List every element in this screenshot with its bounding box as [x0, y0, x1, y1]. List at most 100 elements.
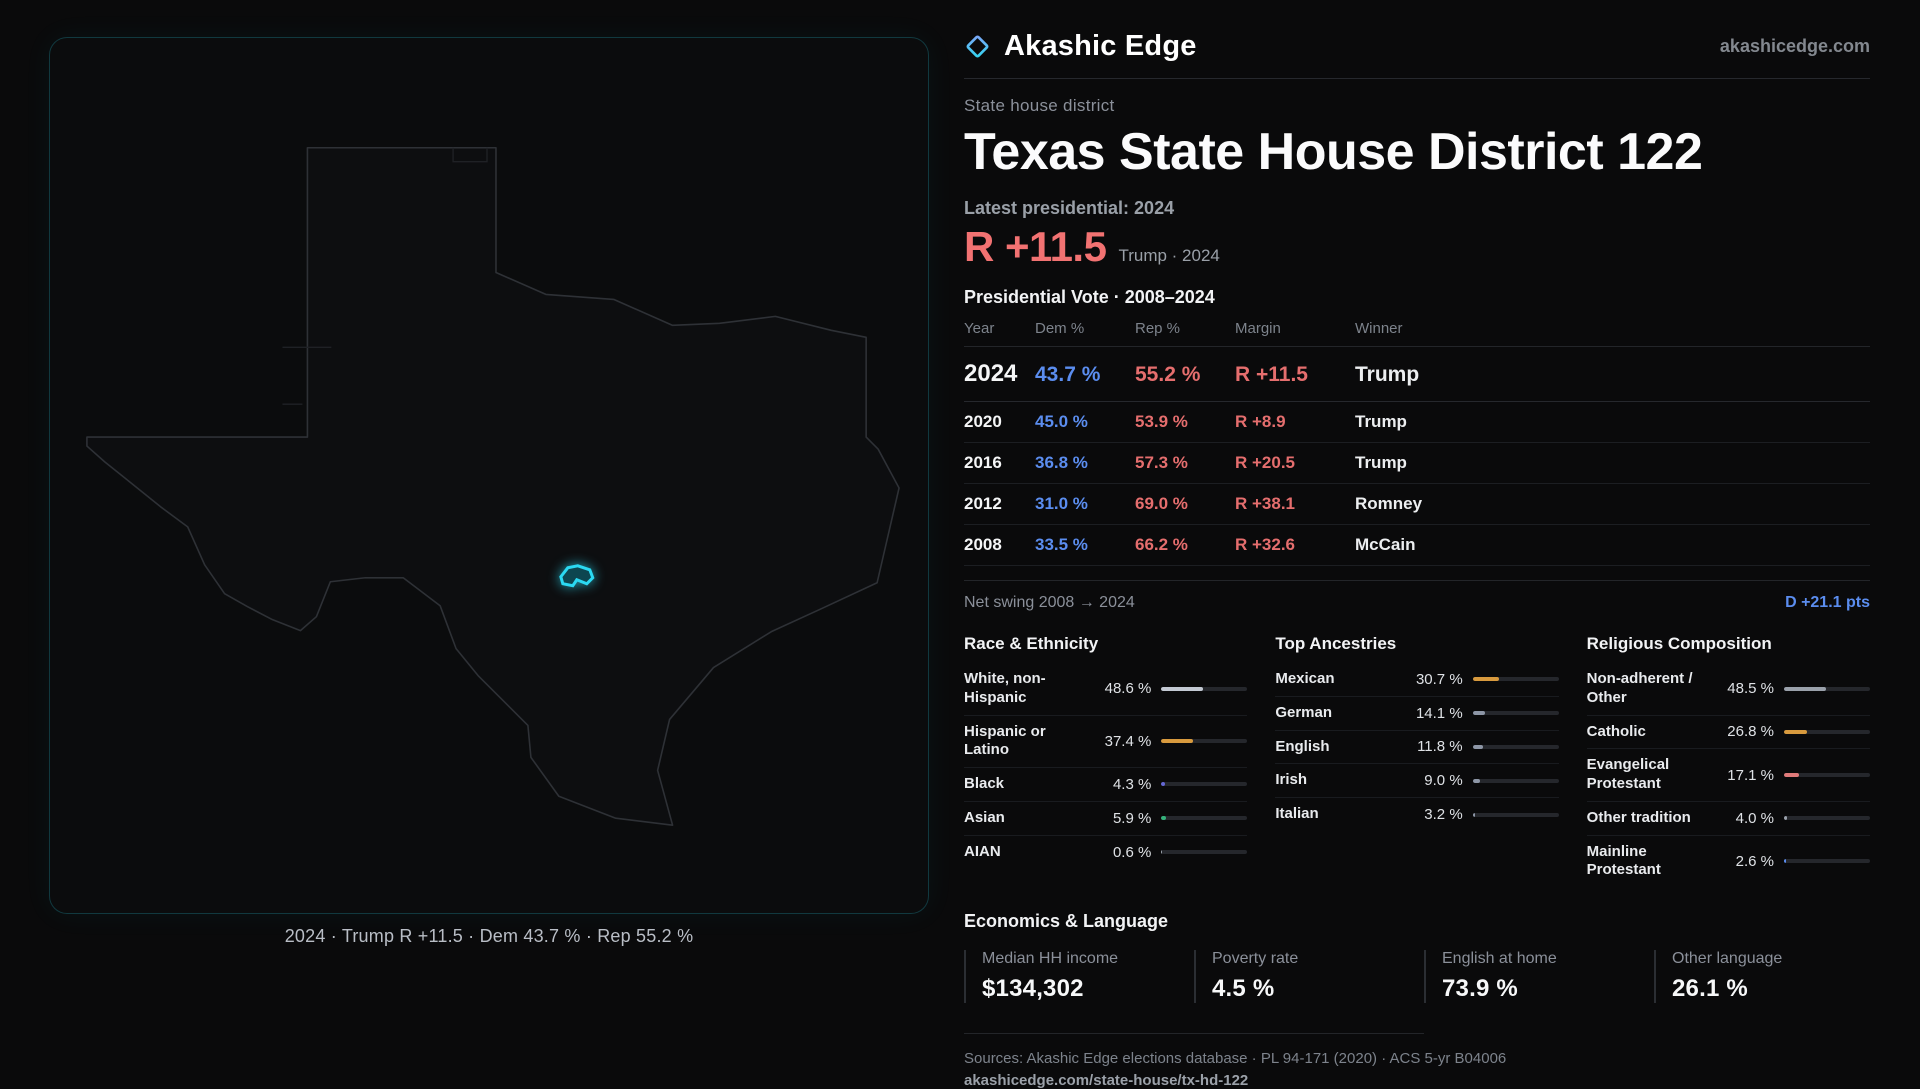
- demo-bar: [1472, 744, 1559, 749]
- demo-label: English: [1275, 737, 1330, 755]
- demo-item: Mainline Protestant 2.6 %: [1587, 836, 1870, 888]
- stat-value: 26.1 %: [1672, 975, 1748, 1002]
- demo-label: Black: [964, 775, 1005, 792]
- demo-bar: [1161, 782, 1248, 787]
- ancestries-column: Top Ancestries Mexican 30.7 % German 14.…: [1275, 634, 1559, 887]
- demo-label: Evangelical Protestant: [1586, 756, 1670, 792]
- demo-bar: [1783, 773, 1870, 777]
- demo-value: 5.9 %: [1112, 809, 1152, 827]
- demo-bar-fill: [1472, 778, 1481, 783]
- latest-presidential-label: Latest presidential: 2024: [964, 198, 1175, 218]
- section-title: Top Ancestries: [1275, 634, 1397, 653]
- demo-label: White, non-Hispanic: [964, 670, 1046, 706]
- demo-item: AIAN 0.6 %: [964, 836, 1248, 869]
- stat-value: 4.5 %: [1212, 975, 1275, 1002]
- demo-value: 14.1 %: [1415, 704, 1463, 722]
- demo-item: Other tradition 4.0 %: [1586, 802, 1870, 836]
- district-map-panel: [49, 37, 929, 914]
- stat-poverty-rate: Poverty rate 4.5 %: [1194, 950, 1424, 1003]
- demo-bar-fill: [1161, 782, 1166, 787]
- net-swing-value: D +21.1 pts: [1785, 594, 1870, 611]
- demo-bar: [1161, 686, 1248, 691]
- margin-cell: R +32.6: [1235, 535, 1296, 554]
- margin-cell: R +38.1: [1235, 494, 1296, 513]
- stat-median-income: Median HH income $134,302: [964, 950, 1194, 1003]
- year-cell: 2024: [964, 360, 1018, 387]
- district-report: Akashic Edge akashicedge.com State house…: [964, 30, 1870, 1089]
- demo-label: AIAN: [964, 842, 1001, 860]
- margin-cell: R +11.5: [1235, 363, 1308, 386]
- demo-value: 3.2 %: [1424, 806, 1463, 823]
- demo-value: 48.6 %: [1104, 680, 1152, 698]
- demo-label: Mainline Protestant: [1586, 842, 1661, 879]
- demo-label: Hispanic or Latino: [964, 722, 1046, 759]
- dem-cell: 31.0 %: [1035, 494, 1088, 513]
- map-detail-ticks: [282, 346, 332, 405]
- demo-bar-fill: [1161, 850, 1162, 854]
- district-122-shape[interactable]: [559, 564, 595, 588]
- demo-bar-fill: [1783, 773, 1799, 777]
- winner-cell: McCain: [1355, 535, 1416, 554]
- demo-value: 2.6 %: [1735, 852, 1774, 870]
- table-row: 2024 43.7 % 55.2 % R +11.5 Trump: [964, 347, 1870, 402]
- permalink[interactable]: akashicedge.com/state-house/tx-hd-122: [964, 1072, 1249, 1089]
- report-header: Akashic Edge akashicedge.com: [964, 30, 1870, 79]
- table-row: 2008 33.5 % 66.2 % R +32.6 McCain: [964, 525, 1870, 566]
- demo-value: 17.1 %: [1727, 766, 1774, 784]
- site-domain-link[interactable]: akashicedge.com: [1719, 36, 1870, 56]
- demo-bar: [1472, 778, 1559, 783]
- stat-label: Median HH income: [982, 950, 1119, 967]
- demo-bar-fill: [1783, 859, 1787, 864]
- race-ethnicity-column: Race & Ethnicity White, non-Hispanic 48.…: [964, 634, 1248, 887]
- dem-cell: 33.5 %: [1035, 535, 1088, 554]
- page-title: Texas State House District 122: [964, 123, 1703, 181]
- year-cell: 2020: [964, 412, 1002, 431]
- demo-item: Asian 5.9 %: [964, 802, 1248, 836]
- net-swing-label: Net swing 2008 → 2024: [964, 594, 1135, 611]
- demo-item: Evangelical Protestant 17.1 %: [1586, 749, 1870, 802]
- demo-label: Asian: [964, 808, 1005, 826]
- section-title: Religious Composition: [1586, 634, 1772, 653]
- demo-bar-fill: [1783, 729, 1808, 734]
- demo-bar: [1783, 816, 1870, 821]
- economics-stats: Median HH income $134,302 Poverty rate 4…: [964, 950, 1870, 1003]
- col-year: Year: [964, 320, 995, 337]
- demo-item: Mexican 30.7 %: [1275, 663, 1559, 697]
- demo-item: English 11.8 %: [1275, 731, 1559, 765]
- demo-bar: [1472, 677, 1559, 682]
- demo-value: 26.8 %: [1727, 723, 1774, 741]
- col-winner: Winner: [1355, 320, 1403, 337]
- demo-bar: [1783, 686, 1870, 691]
- diamond-logo-icon: [966, 35, 989, 58]
- demo-value: 48.5 %: [1727, 680, 1774, 698]
- dem-cell: 45.0 %: [1035, 412, 1088, 431]
- economics-title: Economics & Language: [964, 911, 1169, 931]
- stat-label: English at home: [1442, 950, 1557, 967]
- demo-item: German 14.1 %: [1275, 697, 1559, 731]
- demo-bar-fill: [1472, 711, 1485, 716]
- demo-bar: [1783, 729, 1870, 734]
- demo-bar-fill: [1783, 686, 1826, 691]
- margin-cell: R +8.9: [1235, 412, 1286, 431]
- demo-value: 4.0 %: [1735, 809, 1774, 827]
- rep-cell: 69.0 %: [1135, 494, 1188, 513]
- demo-label: German: [1275, 703, 1333, 721]
- net-swing-row: Net swing 2008 → 2024 D +21.1 pts: [964, 580, 1870, 612]
- texas-outline: [86, 146, 900, 826]
- vote-table-header: Year Dem % Rep % Margin Winner: [964, 320, 1870, 347]
- demo-label: Italian: [1275, 805, 1319, 823]
- religion-column: Religious Composition Non-adherent / Oth…: [1586, 634, 1870, 888]
- margin-headline: R +11.5 Trump · 2024: [964, 223, 1870, 271]
- stat-other-language: Other language 26.1 %: [1654, 950, 1884, 1003]
- rep-cell: 53.9 %: [1135, 412, 1188, 431]
- demo-bar-fill: [1472, 744, 1483, 749]
- section-title: Race & Ethnicity: [964, 634, 1099, 653]
- winner-cell: Romney: [1355, 494, 1423, 513]
- demo-item: Non-adherent / Other 48.5 %: [1586, 663, 1870, 716]
- demo-bar-fill: [1161, 739, 1194, 744]
- demo-label: Mexican: [1275, 670, 1335, 687]
- demo-bar: [1161, 850, 1248, 854]
- table-row: 2016 36.8 % 57.3 % R +20.5 Trump: [964, 443, 1870, 484]
- demo-label: Irish: [1275, 771, 1308, 789]
- stat-label: Poverty rate: [1212, 950, 1299, 967]
